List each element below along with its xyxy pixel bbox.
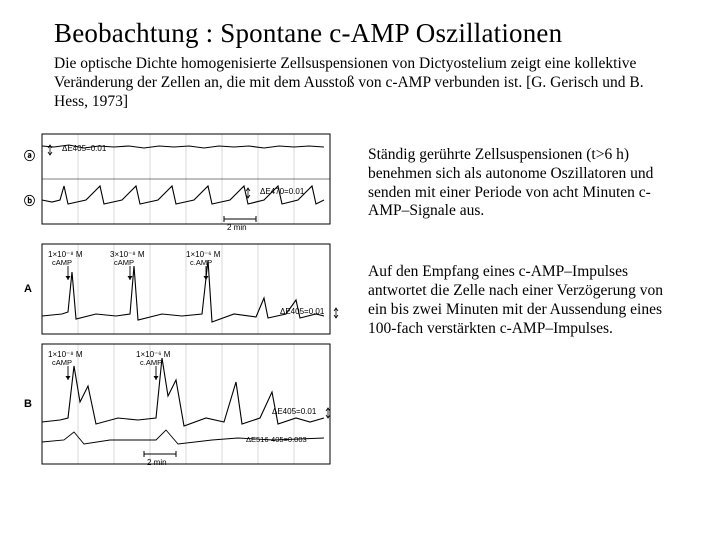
svg-text:ΔE405=0.01: ΔE405=0.01 bbox=[62, 144, 107, 153]
right-column: Ständig gerührte Zellsuspensionen (t>6 h… bbox=[368, 120, 684, 381]
svg-text:cAMP: cAMP bbox=[114, 258, 134, 267]
svg-text:ΔE405=0.01: ΔE405=0.01 bbox=[280, 307, 325, 316]
svg-text:cAMP: cAMP bbox=[52, 258, 72, 267]
svg-text:B: B bbox=[24, 398, 32, 410]
svg-text:ΔE405=0.01: ΔE405=0.01 bbox=[272, 407, 317, 416]
svg-text:cAMP: cAMP bbox=[52, 358, 72, 367]
svg-text:c.AMP: c.AMP bbox=[190, 258, 212, 267]
slide-title: Beobachtung : Spontane c-AMP Oszillation… bbox=[54, 18, 684, 49]
paragraph-2: Auf den Empfang eines c-AMP–Impulses ant… bbox=[368, 263, 684, 339]
paragraph-1: Ständig gerührte Zellsuspensionen (t>6 h… bbox=[368, 146, 684, 222]
figure-svg: ⓐΔE405=0.01ⓑΔE470=0.01AΔE405=0.011×10⁻⁸ … bbox=[14, 124, 354, 474]
svg-text:A: A bbox=[24, 283, 32, 295]
oscillation-figure: ⓐΔE405=0.01ⓑΔE470=0.01AΔE405=0.011×10⁻⁸ … bbox=[14, 124, 354, 474]
svg-text:ⓐ: ⓐ bbox=[24, 148, 35, 162]
content-row: ⓐΔE405=0.01ⓑΔE470=0.01AΔE405=0.011×10⁻⁸ … bbox=[36, 120, 684, 474]
svg-text:2 min: 2 min bbox=[227, 223, 247, 232]
intro-paragraph: Die optische Dichte homogenisierte Zells… bbox=[54, 55, 654, 112]
svg-text:c.AMP: c.AMP bbox=[140, 358, 162, 367]
svg-text:2 min: 2 min bbox=[147, 458, 167, 467]
svg-text:ⓑ: ⓑ bbox=[24, 193, 35, 207]
svg-text:ΔE470=0.01: ΔE470=0.01 bbox=[260, 187, 305, 196]
slide-root: Beobachtung : Spontane c-AMP Oszillation… bbox=[0, 0, 720, 540]
svg-text:ΔE516-405=0.003: ΔE516-405=0.003 bbox=[246, 435, 307, 444]
